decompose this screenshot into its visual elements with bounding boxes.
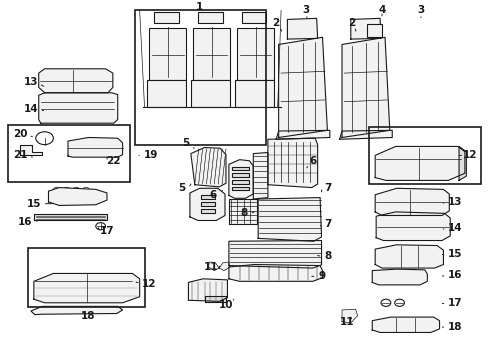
Text: 22: 22 [106,157,121,166]
Text: 13: 13 [23,77,38,87]
Circle shape [291,178,295,181]
Text: 7: 7 [324,183,331,193]
Circle shape [271,178,275,181]
Polygon shape [188,279,227,301]
Text: 15: 15 [26,199,41,209]
Polygon shape [228,199,256,224]
Text: 6: 6 [308,156,316,166]
Text: 16: 16 [18,217,32,226]
Text: 12: 12 [462,150,477,160]
Bar [368,127,480,184]
Bar [200,195,215,199]
Bar [8,125,130,182]
Polygon shape [341,309,357,323]
Text: 7: 7 [324,219,331,229]
Bar [198,12,222,23]
Polygon shape [374,188,448,216]
Polygon shape [228,265,322,281]
Bar [190,80,229,107]
Polygon shape [20,145,42,155]
Bar [135,10,266,145]
Text: 12: 12 [142,279,156,289]
Bar [232,167,249,170]
Text: 15: 15 [447,249,462,259]
Text: 1: 1 [196,2,203,12]
Polygon shape [339,130,391,139]
Circle shape [281,178,285,181]
Text: 14: 14 [23,104,38,114]
Bar [242,12,266,23]
Bar [232,180,249,184]
Text: 3: 3 [301,5,308,15]
Text: 11: 11 [203,262,218,272]
Bar [149,28,185,80]
Text: 5: 5 [182,138,189,148]
Text: 19: 19 [143,150,158,160]
Text: 3: 3 [417,5,424,15]
Bar [200,209,215,213]
Text: 18: 18 [447,322,462,332]
Text: 13: 13 [447,197,462,207]
Text: 14: 14 [447,222,462,233]
Polygon shape [39,93,118,123]
Bar [154,12,178,23]
Polygon shape [374,147,464,180]
Circle shape [309,178,313,181]
Text: 4: 4 [378,5,385,15]
Bar [366,24,381,37]
Text: 2: 2 [272,18,279,28]
Text: 2: 2 [347,18,355,28]
Polygon shape [189,188,224,220]
Polygon shape [374,245,443,268]
Bar [193,28,229,80]
Polygon shape [278,37,327,138]
Polygon shape [34,274,140,303]
Polygon shape [267,138,317,188]
Polygon shape [253,153,267,199]
Text: 8: 8 [240,208,246,218]
Polygon shape [350,18,380,39]
Text: 5: 5 [178,183,185,193]
Bar [234,80,273,107]
Polygon shape [258,198,321,241]
Bar [27,248,144,307]
Polygon shape [68,138,122,157]
Text: 16: 16 [447,270,462,280]
Text: 11: 11 [339,317,353,327]
Text: 10: 10 [218,300,233,310]
Polygon shape [458,147,466,180]
Text: 17: 17 [447,298,462,308]
Polygon shape [287,18,317,39]
Polygon shape [276,130,329,139]
Polygon shape [228,160,253,198]
Polygon shape [371,269,427,285]
Polygon shape [190,148,225,187]
Polygon shape [34,215,107,220]
Text: 18: 18 [81,311,96,321]
Text: 20: 20 [13,129,27,139]
Polygon shape [219,262,229,271]
Text: 8: 8 [324,251,331,261]
Polygon shape [341,37,389,138]
Bar [200,202,215,206]
Bar [147,80,185,107]
Bar [237,28,273,80]
Polygon shape [204,296,225,302]
Polygon shape [48,188,107,206]
Text: 21: 21 [13,150,27,160]
Polygon shape [208,262,219,271]
Text: 9: 9 [318,271,325,281]
Polygon shape [228,240,321,268]
Text: 17: 17 [100,226,114,236]
Polygon shape [39,69,113,93]
Bar [232,187,249,190]
Circle shape [301,178,305,181]
Polygon shape [371,317,439,333]
Polygon shape [375,212,449,240]
Polygon shape [31,306,122,315]
Text: 6: 6 [209,190,216,201]
Bar [232,173,249,177]
